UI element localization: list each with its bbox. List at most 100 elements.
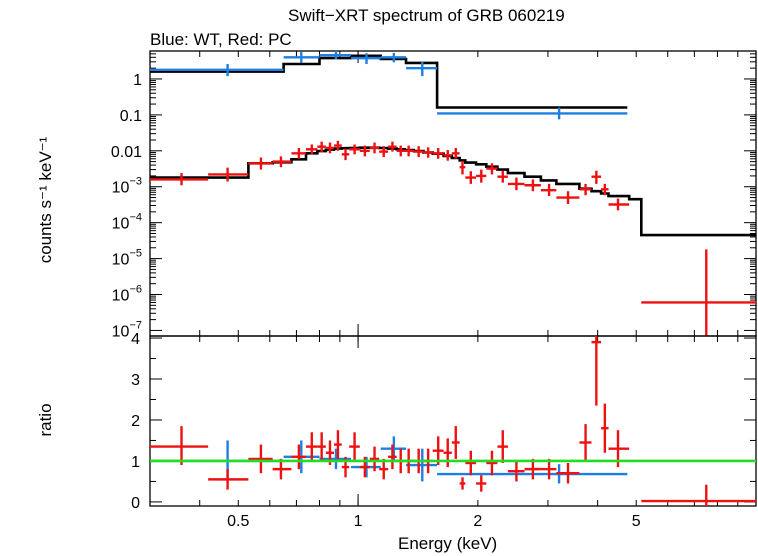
ratio-data-point — [406, 448, 438, 482]
ratio-data-point — [248, 444, 273, 474]
spectrum-data-point — [591, 170, 602, 184]
ratio-data-point — [272, 458, 292, 480]
ratio-data-point — [556, 462, 580, 484]
spectrum-data-point — [641, 249, 756, 336]
ratio-frame — [149, 335, 757, 507]
spectrum-data-point — [540, 183, 557, 197]
spectrum-data-point — [208, 167, 249, 182]
y-tick-label: 0.01 — [111, 144, 142, 161]
spectrum-data-point — [283, 52, 320, 63]
spectrum-data-point — [369, 142, 380, 154]
ratio-data-point — [540, 458, 557, 480]
y-axis-label-ratio: ratio — [36, 403, 55, 437]
spectrum-data-point — [272, 156, 292, 168]
y-tick-label-base: 0.1 — [120, 108, 142, 125]
spectrum-data-point — [359, 145, 370, 157]
ratio-points — [150, 336, 756, 506]
spectrum-panel: 10−710−610−510−410−30.010.11 — [111, 50, 757, 340]
ratio-data-point — [334, 430, 342, 459]
ratio-data-point — [317, 432, 326, 461]
spectrum-data-point — [476, 169, 487, 183]
y-tick-label-base: 10 — [112, 323, 130, 340]
y-tick-label: 10−3 — [112, 176, 142, 197]
spectrum-data-point — [319, 51, 352, 60]
spectrum-data-point — [556, 191, 580, 205]
ratio-data-point — [591, 336, 602, 406]
model-step-curve-1 — [150, 146, 756, 237]
ratio-data-point — [369, 446, 380, 472]
ratio-y-tick-label: 1 — [131, 454, 140, 471]
y-tick-label-base: 1 — [133, 72, 142, 89]
spectrum-data-point — [388, 141, 397, 152]
y-tick-label-exponent: −6 — [129, 284, 142, 296]
x-tick-label: 5 — [632, 513, 641, 530]
spectrum-data-point — [248, 157, 273, 170]
spectrum-data-point — [325, 142, 335, 154]
ratio-data-point — [459, 477, 466, 490]
spectrum-points — [150, 51, 756, 336]
y-tick-label-base: 10 — [112, 216, 130, 233]
spectrum-data-point — [379, 146, 389, 158]
spectrum-data-point — [306, 144, 318, 155]
spectrum-data-point — [351, 53, 381, 65]
ratio-data-point — [150, 426, 209, 466]
ratio-data-point — [641, 484, 756, 506]
ratio-data-point — [208, 469, 249, 490]
ratio-data-point — [388, 444, 397, 470]
y-tick-label: 10−4 — [112, 212, 142, 233]
x-axis-label: Energy (keV) — [398, 534, 498, 553]
y-tick-label-exponent: −5 — [129, 248, 142, 260]
spectrum-data-point — [423, 147, 433, 158]
y-axis-label-counts: counts s⁻¹ keV⁻¹ — [36, 136, 55, 264]
spectrum-data-point — [437, 107, 628, 120]
ratio-data-point — [451, 426, 460, 459]
y-tick-label-base: 10 — [112, 180, 130, 197]
ratio-data-point — [465, 450, 477, 476]
spectrum-data-point — [380, 52, 407, 63]
spectrum-data-point — [150, 173, 209, 186]
spectrum-data-point — [451, 147, 460, 159]
ratio-y-tick-label: 4 — [131, 331, 140, 348]
ratio-data-point — [524, 458, 541, 480]
ratio-y-tick-label: 0 — [131, 495, 140, 512]
spectrum-data-point — [413, 146, 424, 158]
ratio-data-point — [507, 460, 525, 482]
spectrum-data-point — [497, 170, 508, 183]
model-step-curve-0 — [150, 54, 628, 109]
spectrum-data-point — [406, 61, 438, 77]
y-tick-label-base: 0.01 — [111, 144, 142, 161]
spectrum-data-point — [349, 144, 360, 155]
spectrum-data-point — [291, 147, 307, 159]
y-tick-label-base: 10 — [112, 288, 130, 305]
spectrum-data-point — [486, 163, 498, 175]
x-tick-label: 2 — [473, 513, 482, 530]
spectrum-data-point — [317, 141, 326, 153]
spectrum-data-point — [459, 161, 466, 175]
ratio-data-point — [486, 450, 498, 476]
y-tick-label-exponent: −3 — [129, 176, 142, 188]
spectrum-data-point — [608, 198, 630, 211]
x-tick-label: 1 — [354, 513, 363, 530]
x-tick-label: 0.5 — [227, 513, 249, 530]
spectrum-data-point — [432, 147, 444, 159]
ratio-data-point — [291, 444, 307, 470]
spectrum-data-point — [579, 183, 592, 196]
y-tick-label: 10−6 — [112, 284, 142, 305]
chart-title: Swift−XRT spectrum of GRB 060219 — [288, 6, 565, 25]
chart-subtitle: Blue: WT, Red: PC — [150, 30, 292, 49]
spectrum-data-point — [524, 179, 541, 192]
spectrum-data-point — [507, 177, 525, 191]
ratio-data-point — [601, 403, 609, 453]
ratio-data-point — [579, 424, 592, 461]
spectrum-data-point — [601, 183, 609, 196]
y-tick-label: 10−5 — [112, 248, 142, 269]
y-tick-label-exponent: −7 — [129, 319, 142, 331]
spectrum-data-point — [443, 150, 452, 161]
spectrum-data-point — [404, 145, 414, 157]
y-tick-label: 0.1 — [120, 108, 142, 125]
y-tick-label-base: 10 — [112, 252, 130, 269]
ratio-y-tick-label: 3 — [131, 372, 140, 389]
ratio-data-point — [349, 432, 360, 461]
ratio-y-tick-label: 2 — [131, 413, 140, 430]
